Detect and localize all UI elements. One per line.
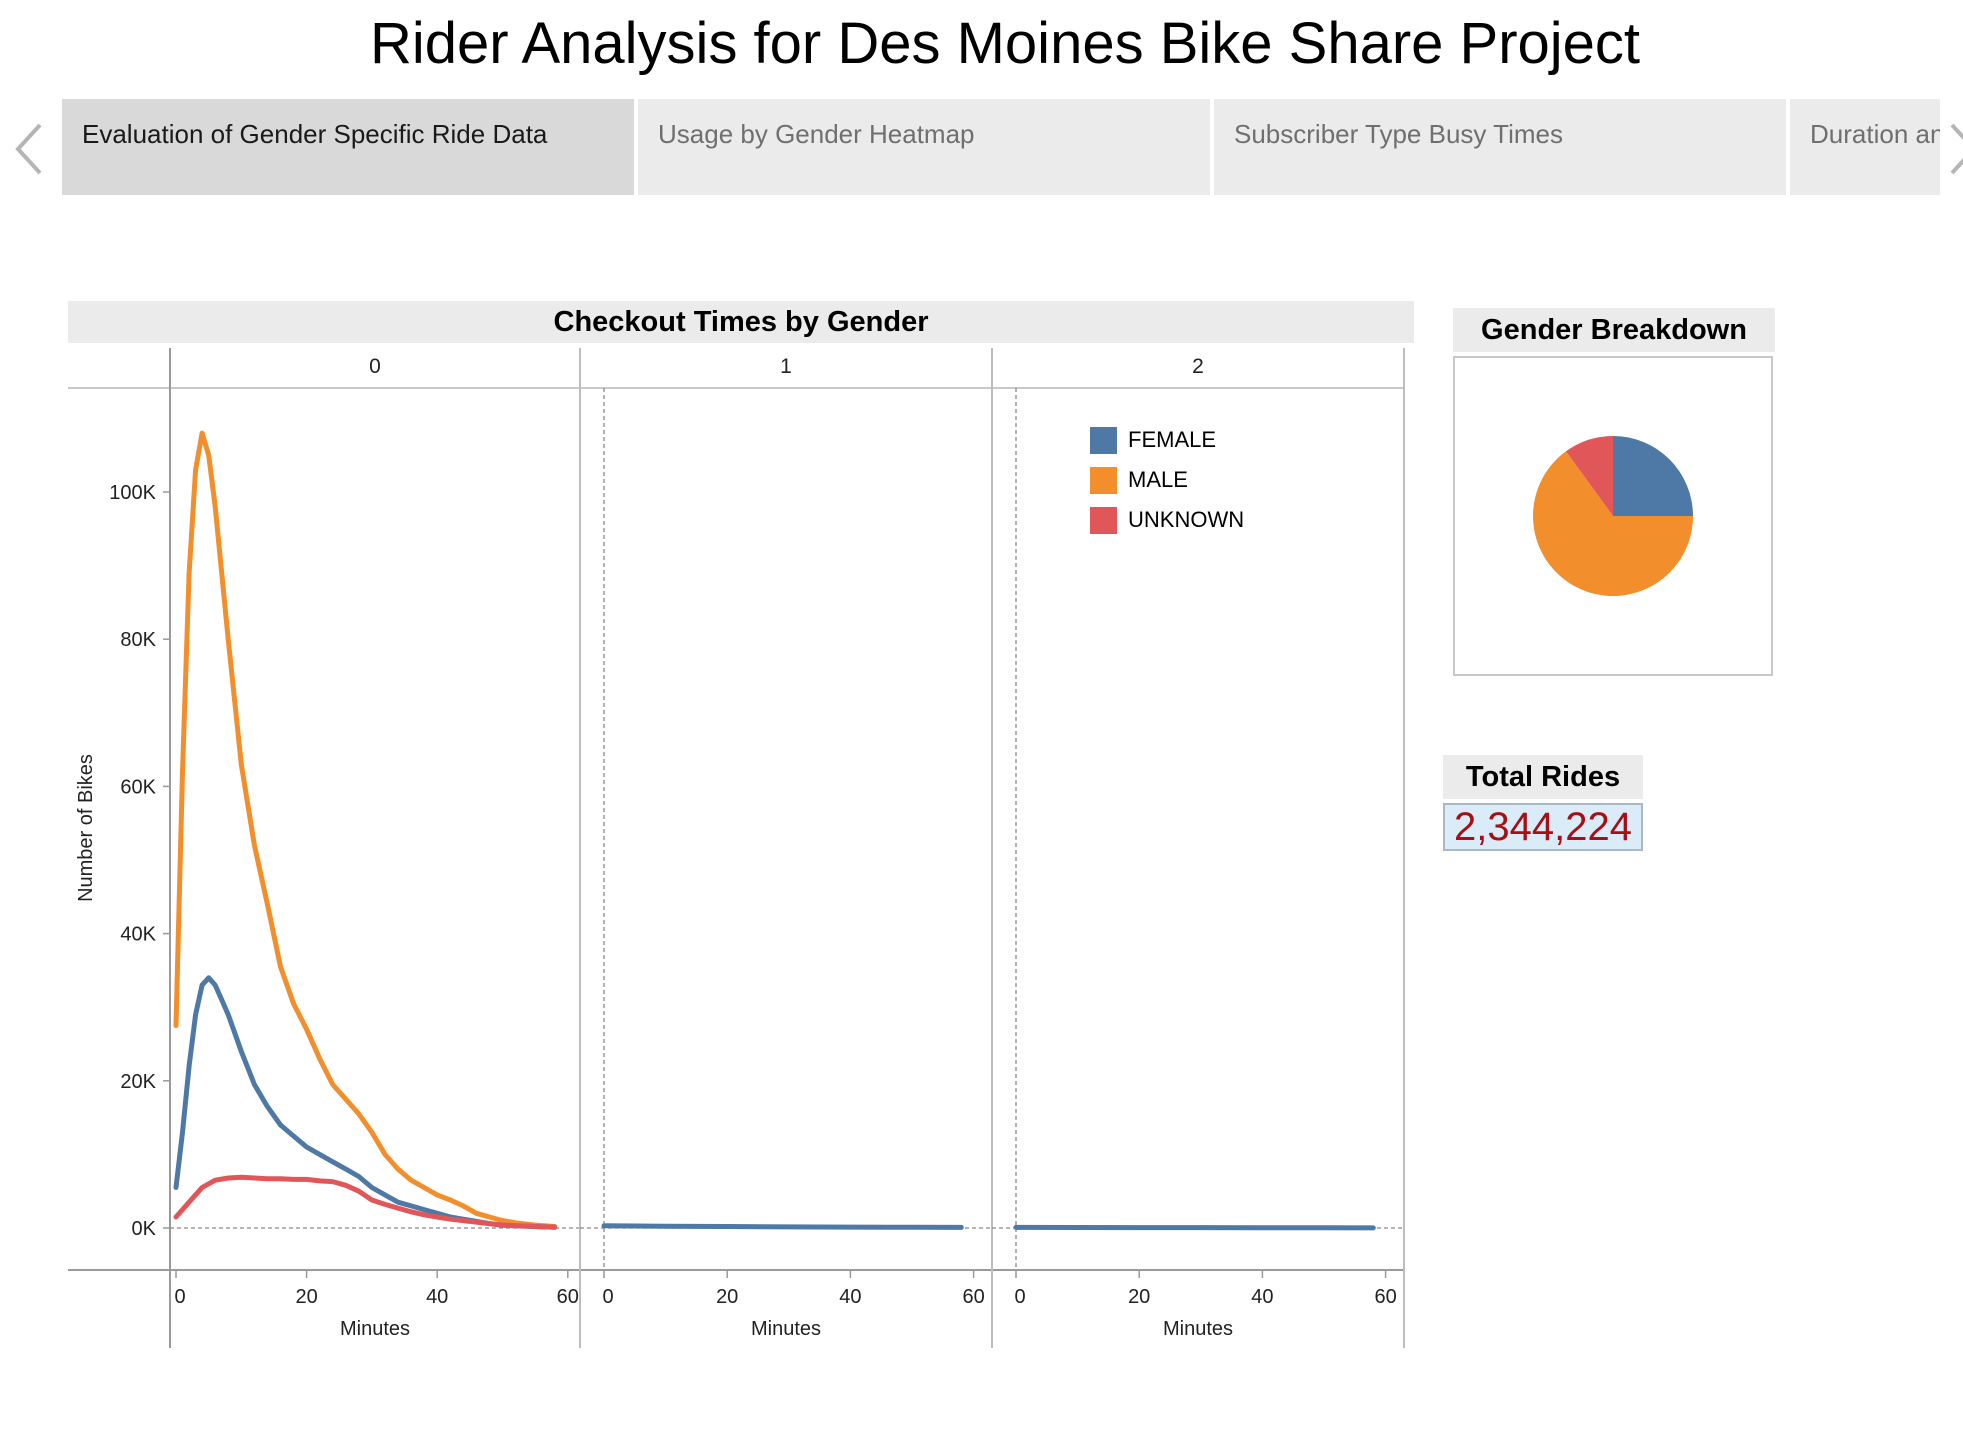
x-tick-label: 40	[426, 1286, 448, 1308]
tab-subscriber-busy-times[interactable]: Subscriber Type Busy Times	[1214, 99, 1786, 195]
legend-label: UNKNOWN	[1128, 507, 1245, 532]
y-tick-label: 80K	[120, 629, 156, 651]
panel-header: 2	[1192, 355, 1204, 378]
tab-duration[interactable]: Duration an	[1790, 99, 1940, 195]
x-tick-label: 40	[839, 1286, 861, 1308]
gender-breakdown-panel	[1453, 356, 1773, 676]
x-tick-label: 40	[1251, 1286, 1273, 1308]
series-line-female	[601, 1223, 964, 1230]
x-tick-label: 0	[602, 1286, 613, 1308]
page-title: Rider Analysis for Des Moines Bike Share…	[369, 11, 1641, 76]
gender-breakdown-title: Gender Breakdown	[1453, 308, 1775, 352]
gender-pie-chart	[1533, 436, 1693, 597]
x-axis-title: Minutes	[1163, 1318, 1233, 1340]
y-axis-title: Number of Bikes	[75, 754, 97, 902]
series-line-male	[173, 430, 558, 1229]
panel-header: 0	[369, 355, 381, 378]
pie-slice-female[interactable]	[1613, 436, 1693, 516]
y-tick-label: 20K	[120, 1071, 156, 1093]
pie-slice-male[interactable]	[1533, 451, 1693, 597]
tab-gender-ride-data[interactable]: Evaluation of Gender Specific Ride Data	[62, 99, 634, 195]
chart-title: Checkout Times by Gender	[68, 301, 1414, 343]
legend-label: MALE	[1128, 467, 1188, 492]
x-tick-label: 20	[295, 1286, 317, 1308]
legend-label: FEMALE	[1128, 427, 1217, 452]
pie-slice-unknown[interactable]	[1565, 436, 1613, 516]
x-tick-label: 0	[1014, 1286, 1025, 1308]
total-rides-value: 2,344,224	[1443, 803, 1643, 851]
panel-header: 1	[780, 355, 792, 378]
y-tick-label: 60K	[120, 776, 156, 798]
x-axis-title: Minutes	[751, 1318, 821, 1340]
chevron-left-icon[interactable]	[6, 119, 56, 179]
x-tick-label: 60	[962, 1286, 984, 1308]
chevron-right-icon[interactable]	[1942, 119, 1963, 179]
x-tick-label: 60	[557, 1286, 579, 1308]
x-tick-label: 0	[174, 1286, 185, 1308]
total-rides-title: Total Rides	[1443, 755, 1643, 799]
series-line-unknown	[173, 1174, 558, 1230]
series-line-female	[173, 975, 558, 1230]
story-tab-strip: Evaluation of Gender Specific Ride Data …	[0, 99, 1963, 195]
tab-usage-heatmap[interactable]: Usage by Gender Heatmap	[638, 99, 1210, 195]
x-tick-label: 20	[1128, 1286, 1150, 1308]
legend-swatch-female	[1090, 427, 1117, 454]
y-tick-label: 0K	[132, 1218, 157, 1240]
legend-swatch-male	[1090, 467, 1117, 494]
y-tick-label: 100K	[109, 482, 156, 504]
y-tick-label: 40K	[120, 924, 156, 946]
x-tick-label: 20	[716, 1286, 738, 1308]
series-line-female	[1013, 1224, 1376, 1231]
x-tick-label: 60	[1374, 1286, 1396, 1308]
legend-swatch-unknown	[1090, 507, 1117, 534]
x-axis-title: Minutes	[340, 1318, 410, 1340]
